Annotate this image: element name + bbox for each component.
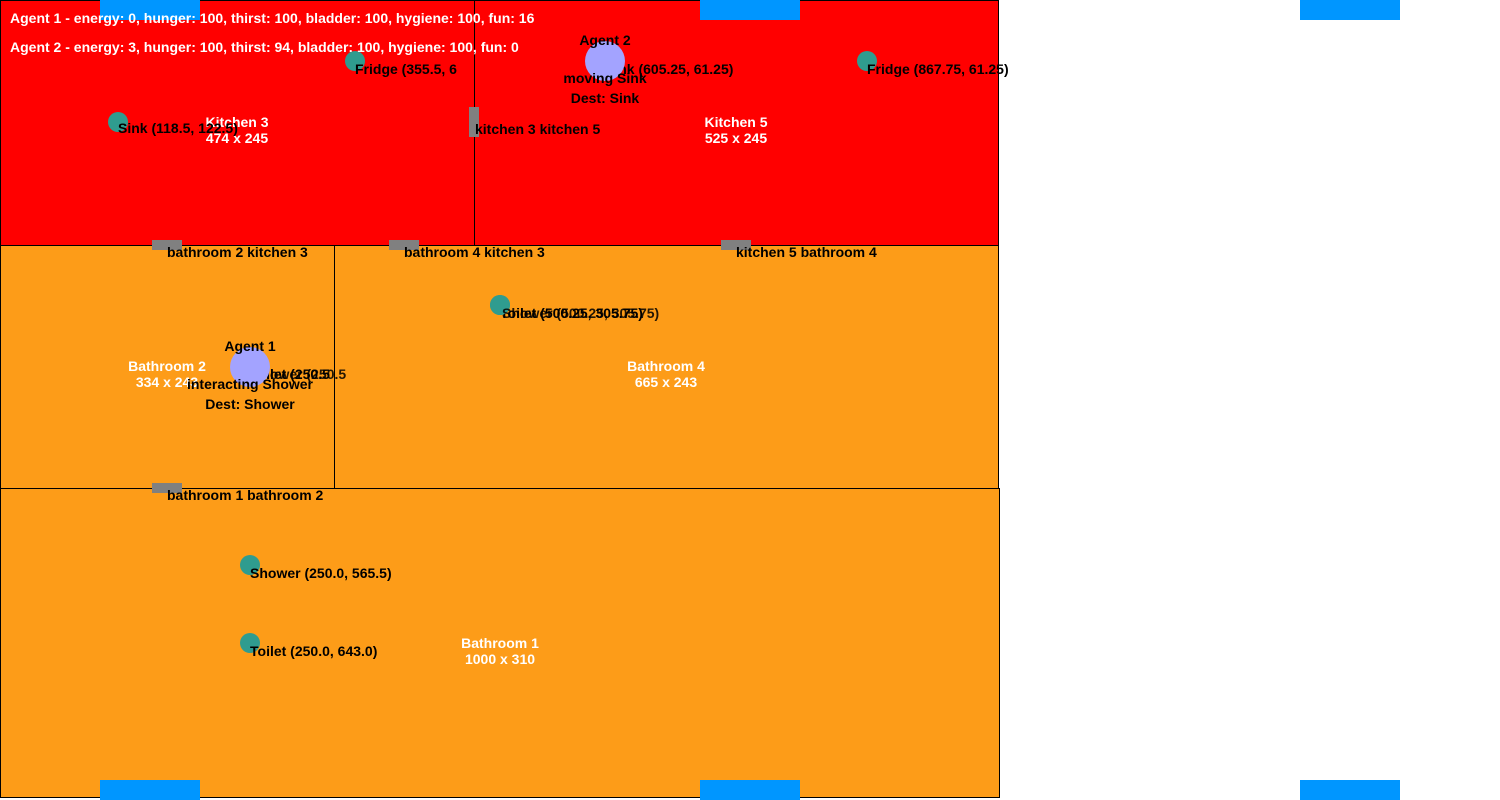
door-label: kitchen 3 kitchen 5 xyxy=(475,121,600,137)
agent-state: interacting Shower xyxy=(187,376,313,392)
room-name: Bathroom 4 xyxy=(627,358,705,374)
agent-destination: Dest: Shower xyxy=(187,396,313,412)
agent-state: moving Sink xyxy=(563,70,646,86)
door-label: kitchen 5 bathroom 4 xyxy=(736,244,877,260)
spawn-marker xyxy=(100,780,200,800)
room-name: Kitchen 5 xyxy=(704,114,767,130)
room-label-kitchen-5: Kitchen 5 525 x 245 xyxy=(704,114,767,146)
object-label: Fridge (355.5, 6 xyxy=(355,61,457,77)
object-label: Fridge (867.75, 61.25) xyxy=(867,61,1009,77)
room-name: Bathroom 1 xyxy=(461,635,539,651)
spawn-marker xyxy=(700,780,800,800)
room-size: 665 x 243 xyxy=(627,374,705,390)
object-label: Sink (118.5, 122.5) xyxy=(118,120,238,136)
spawn-marker xyxy=(1300,780,1400,800)
room-size: 525 x 245 xyxy=(704,130,767,146)
room-label-bathroom-1: Bathroom 1 1000 x 310 xyxy=(461,635,539,667)
agent-destination: Dest: Sink xyxy=(563,90,646,106)
spawn-marker xyxy=(1300,0,1400,20)
agent-2-status: Agent 2 - energy: 3, hunger: 100, thirst… xyxy=(10,39,519,55)
door-label: bathroom 1 bathroom 2 xyxy=(167,487,323,503)
object-label: Toilet (250.0, 643.0) xyxy=(250,643,377,659)
agent-1-label: Agent 1 interacting Shower Dest: Shower xyxy=(187,338,313,412)
agent-name: Agent 2 xyxy=(563,32,646,48)
agent-2-label: Agent 2 moving Sink Dest: Sink xyxy=(563,32,646,106)
room-size: 1000 x 310 xyxy=(461,651,539,667)
agent-1-status: Agent 1 - energy: 0, hunger: 100, thirst… xyxy=(10,10,534,26)
object-label: Shower (500.25, 305.75) xyxy=(502,305,659,321)
door-label: bathroom 4 kitchen 3 xyxy=(404,244,545,260)
room-label-bathroom-4: Bathroom 4 665 x 243 xyxy=(627,358,705,390)
object-label: Shower (250.0, 565.5) xyxy=(250,565,392,581)
spawn-marker xyxy=(700,0,800,20)
door-label: bathroom 2 kitchen 3 xyxy=(167,244,308,260)
agent-name: Agent 1 xyxy=(187,338,313,354)
